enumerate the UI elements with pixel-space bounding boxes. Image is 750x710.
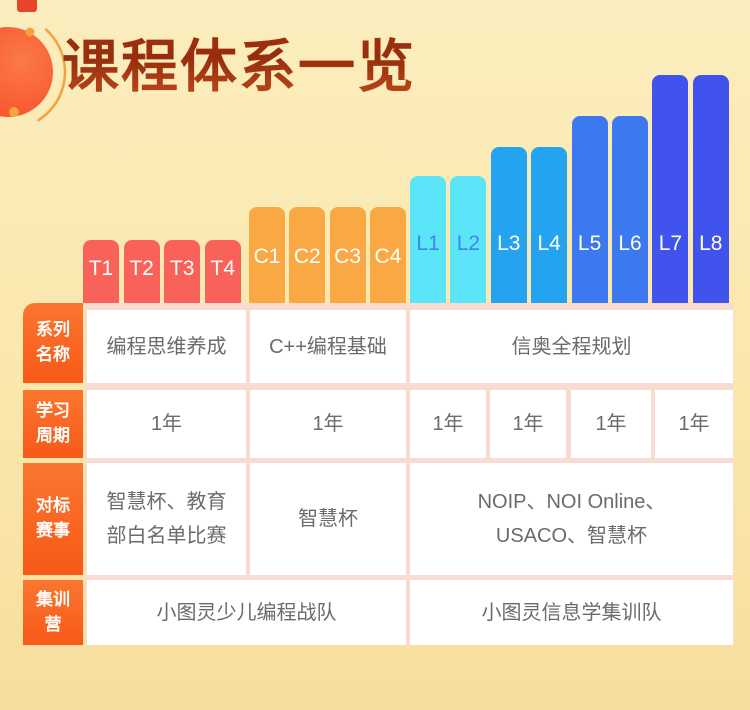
table-cell-t: 1年: [87, 390, 246, 458]
level-bar-l5: L5: [571, 116, 608, 303]
table-cell-c: C++编程基础: [250, 310, 406, 383]
table-cell-tc: 小图灵少儿编程战队: [87, 580, 406, 645]
level-bar-label: L1: [416, 232, 440, 255]
table-cell-c: 1年: [250, 390, 406, 458]
level-bar-c4: C4: [369, 207, 406, 303]
ornament-dot-bottom: [9, 107, 19, 117]
circle-ornament-icon: [0, 15, 67, 131]
table-cell-t: 智慧杯、教育 部白名单比赛: [87, 463, 246, 575]
level-bar-l8: L8: [692, 75, 729, 303]
table-cell-l: 小图灵信息学集训队: [410, 580, 733, 645]
level-bar-l2: L2: [450, 176, 487, 303]
table-cell-t: 编程思维养成: [87, 310, 246, 383]
level-bar-label: T4: [210, 257, 236, 280]
level-bar-label: L5: [577, 232, 602, 255]
top-edge-tab: [17, 0, 37, 12]
level-bar-c2: C2: [289, 207, 326, 303]
row-header: 系列 名称: [23, 303, 83, 383]
row-header: 集训 营: [23, 580, 83, 645]
level-bar-label: L7: [658, 232, 683, 255]
level-bar-l4: L4: [531, 147, 568, 303]
level-bar-l7: L7: [652, 75, 689, 303]
level-bar-l3: L3: [490, 147, 527, 303]
level-bar-label: C2: [293, 245, 321, 268]
level-bar-t4: T4: [204, 240, 241, 303]
level-bar-label: L2: [456, 232, 481, 255]
level-bar-label: L4: [537, 232, 561, 255]
level-bar-l6: L6: [612, 116, 648, 303]
ornament-ring-arc: [0, 15, 67, 131]
level-bar-l1: L1: [410, 176, 446, 303]
table-cell-l78: 1年: [655, 390, 733, 458]
row-header: 学习 周期: [23, 390, 83, 458]
table-cell-l: NOIP、NOI Online、 USACO、智慧杯: [410, 463, 733, 575]
level-bar-label: L3: [497, 232, 521, 255]
level-bar-c1: C1: [249, 207, 285, 303]
table-cell-l34: 1年: [490, 390, 566, 458]
ornament-dot-top: [25, 27, 35, 37]
table-cell-l56: 1年: [571, 390, 651, 458]
level-bar-label: T2: [129, 257, 154, 280]
level-bar-label: T1: [88, 257, 114, 280]
table-cell-c: 智慧杯: [250, 463, 406, 575]
level-bar-t3: T3: [164, 240, 201, 303]
level-bar-label: C4: [374, 245, 402, 268]
ornament-ball: [0, 27, 53, 117]
level-bar-label: L6: [618, 232, 642, 255]
level-bar-c3: C3: [329, 207, 366, 303]
level-bar-label: L8: [699, 232, 723, 255]
row-header: 对标 赛事: [23, 463, 83, 575]
page-title: 课程体系一览: [62, 33, 416, 101]
level-bar-t1: T1: [83, 240, 119, 303]
table-cell-l12: 1年: [410, 390, 486, 458]
level-bar-label: C1: [253, 245, 281, 268]
level-bar-t2: T2: [123, 240, 160, 303]
level-bar-label: T3: [169, 257, 195, 280]
level-bar-label: C3: [334, 245, 362, 268]
table-cell-l: 信奥全程规划: [410, 310, 733, 383]
